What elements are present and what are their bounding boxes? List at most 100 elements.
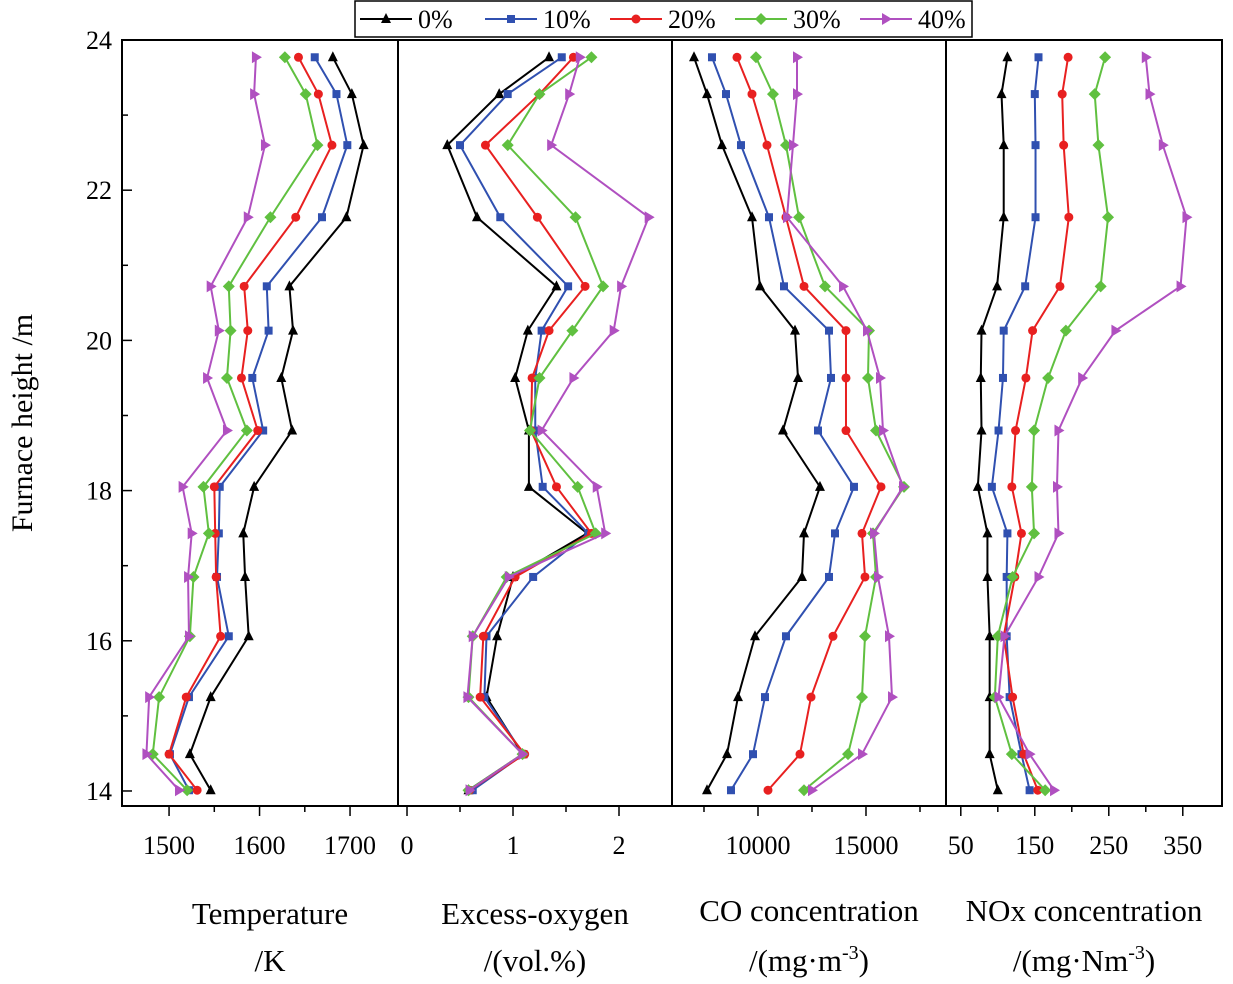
series-line bbox=[736, 56, 883, 791]
data-point bbox=[243, 326, 253, 336]
data-point bbox=[874, 570, 885, 583]
data-point bbox=[998, 139, 1009, 150]
data-point bbox=[1064, 212, 1074, 222]
data-point bbox=[532, 212, 542, 222]
data-point bbox=[1042, 371, 1055, 384]
data-point bbox=[779, 282, 788, 291]
data-point bbox=[792, 371, 803, 382]
data-point bbox=[145, 691, 156, 704]
data-point bbox=[982, 527, 993, 538]
data-point bbox=[533, 371, 546, 384]
data-point bbox=[224, 324, 237, 337]
data-point bbox=[828, 631, 838, 641]
data-point bbox=[1063, 52, 1073, 62]
x-tick-label: 50 bbox=[948, 831, 974, 860]
data-point bbox=[754, 280, 765, 291]
data-point bbox=[287, 424, 298, 435]
data-point bbox=[181, 784, 194, 797]
data-point bbox=[184, 748, 195, 759]
data-point bbox=[523, 424, 536, 437]
data-point bbox=[975, 371, 986, 382]
data-point bbox=[798, 527, 809, 538]
data-point bbox=[747, 89, 757, 99]
data-point bbox=[813, 426, 822, 435]
data-point bbox=[792, 211, 805, 224]
data-point bbox=[644, 211, 655, 224]
data-point bbox=[1052, 480, 1063, 493]
series-0pct bbox=[442, 51, 593, 795]
data-point bbox=[181, 692, 191, 702]
x-tick-label: 10000 bbox=[725, 831, 790, 860]
data-point bbox=[381, 13, 391, 23]
data-point bbox=[601, 527, 612, 540]
data-point bbox=[841, 326, 851, 336]
data-point bbox=[1007, 482, 1017, 492]
series-line bbox=[145, 57, 267, 791]
data-point bbox=[299, 88, 312, 101]
data-point bbox=[1033, 785, 1043, 795]
data-point bbox=[551, 280, 562, 291]
data-point bbox=[358, 139, 369, 150]
x-tick-label: 15000 bbox=[833, 831, 898, 860]
data-point bbox=[799, 281, 809, 291]
data-point bbox=[1092, 139, 1105, 152]
data-point bbox=[465, 784, 476, 797]
data-point bbox=[992, 280, 1003, 291]
data-point bbox=[250, 88, 261, 101]
data-point bbox=[566, 324, 579, 337]
series-line bbox=[990, 57, 1040, 791]
data-point bbox=[1021, 282, 1030, 291]
panel-3: 10000 15000 CO concentration /(mg·m-3) bbox=[671, 39, 947, 978]
data-point bbox=[284, 280, 295, 291]
data-point bbox=[860, 572, 870, 582]
data-point bbox=[187, 527, 198, 540]
x-tick-label: 1700 bbox=[324, 831, 376, 860]
data-point bbox=[538, 482, 547, 491]
data-point bbox=[882, 13, 892, 25]
x-tick-label: 0 bbox=[401, 831, 414, 860]
data-point bbox=[1054, 527, 1065, 540]
data-point bbox=[341, 211, 352, 222]
data-point bbox=[210, 528, 220, 538]
data-point bbox=[862, 324, 873, 337]
data-point bbox=[262, 282, 271, 291]
data-point bbox=[1057, 89, 1067, 99]
data-point bbox=[1006, 570, 1019, 583]
data-point bbox=[164, 749, 174, 759]
series-line bbox=[693, 56, 822, 791]
data-point bbox=[260, 139, 271, 152]
data-point bbox=[557, 53, 566, 62]
data-point bbox=[1003, 529, 1012, 538]
data-point bbox=[184, 630, 195, 643]
data-point bbox=[224, 632, 233, 641]
data-point bbox=[504, 570, 515, 583]
legend-item: 40% bbox=[860, 5, 966, 34]
data-point bbox=[972, 480, 983, 491]
data-point bbox=[1054, 424, 1065, 437]
series-0pct bbox=[184, 51, 369, 795]
data-point bbox=[755, 13, 767, 25]
data-point bbox=[240, 424, 253, 437]
data-point bbox=[876, 482, 886, 492]
panel-4: 50 150 250 350 NOx concentration /(mg·Nm-3) bbox=[945, 39, 1223, 978]
series-40pct bbox=[994, 51, 1193, 797]
data-point bbox=[251, 51, 262, 64]
data-point bbox=[766, 88, 779, 101]
data-point bbox=[507, 15, 515, 23]
data-point bbox=[1028, 326, 1038, 336]
x-axis-unit: /(vol.%) bbox=[484, 943, 586, 978]
series-0pct bbox=[972, 51, 1013, 795]
data-point bbox=[887, 691, 898, 704]
data-point bbox=[807, 784, 818, 797]
data-point bbox=[518, 748, 529, 761]
data-point bbox=[475, 692, 485, 702]
series-10pct bbox=[456, 53, 593, 795]
data-point bbox=[211, 572, 221, 582]
series-0pct bbox=[688, 51, 825, 795]
data-point bbox=[688, 51, 699, 62]
data-point bbox=[276, 371, 287, 382]
data-point bbox=[884, 630, 895, 643]
data-point bbox=[1094, 280, 1107, 293]
data-point bbox=[529, 572, 538, 581]
data-point bbox=[216, 631, 226, 641]
